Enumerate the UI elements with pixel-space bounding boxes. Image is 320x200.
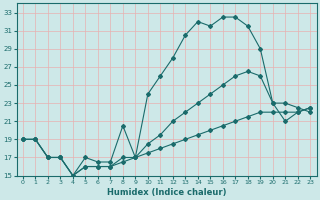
X-axis label: Humidex (Indice chaleur): Humidex (Indice chaleur)	[107, 188, 226, 197]
